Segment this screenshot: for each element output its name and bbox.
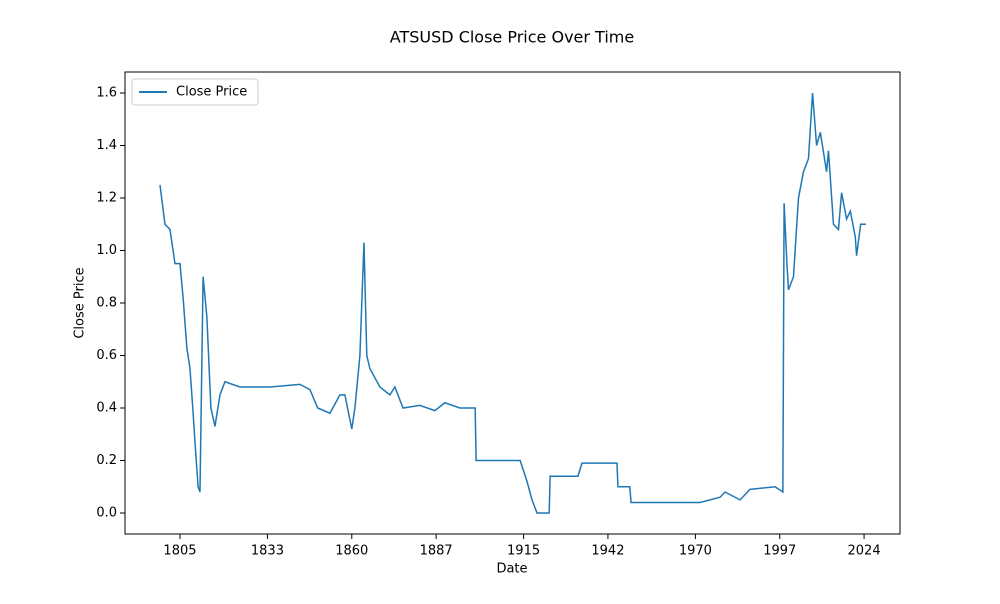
x-tick-label: 1887 [420, 544, 453, 559]
x-tick-label: 1915 [507, 544, 540, 559]
y-tick-label: 0.2 [96, 453, 117, 468]
legend-box [131, 78, 259, 106]
line [159, 92, 866, 514]
y-tick-label: 1.0 [96, 243, 117, 258]
x-tick-label: 2024 [848, 544, 881, 559]
y-tick-label: 0.6 [96, 348, 117, 363]
x-tick-label: 1860 [335, 544, 368, 559]
y-tick-label: 0.4 [96, 401, 117, 416]
y-tick-label: 0.8 [96, 296, 117, 311]
plot-frame [124, 71, 901, 535]
y-tick-label: 1.4 [96, 138, 117, 153]
x-tick-label: 1833 [251, 544, 284, 559]
x-axis-label: Date [496, 562, 527, 577]
y-tick-label: 1.6 [96, 86, 117, 101]
chart-title: ATSUSD Close Price Over Time [390, 28, 634, 47]
y-tick-label: 1.2 [96, 191, 117, 206]
y-axis-label: Close Price [73, 267, 88, 338]
y-tick-label: 0.0 [96, 506, 117, 521]
x-tick-label: 1805 [163, 544, 196, 559]
x-tick-label: 1970 [679, 544, 712, 559]
legend-label: Close Price [176, 85, 247, 100]
x-tick-label: 1997 [763, 544, 796, 559]
x-tick-label: 1942 [591, 544, 624, 559]
